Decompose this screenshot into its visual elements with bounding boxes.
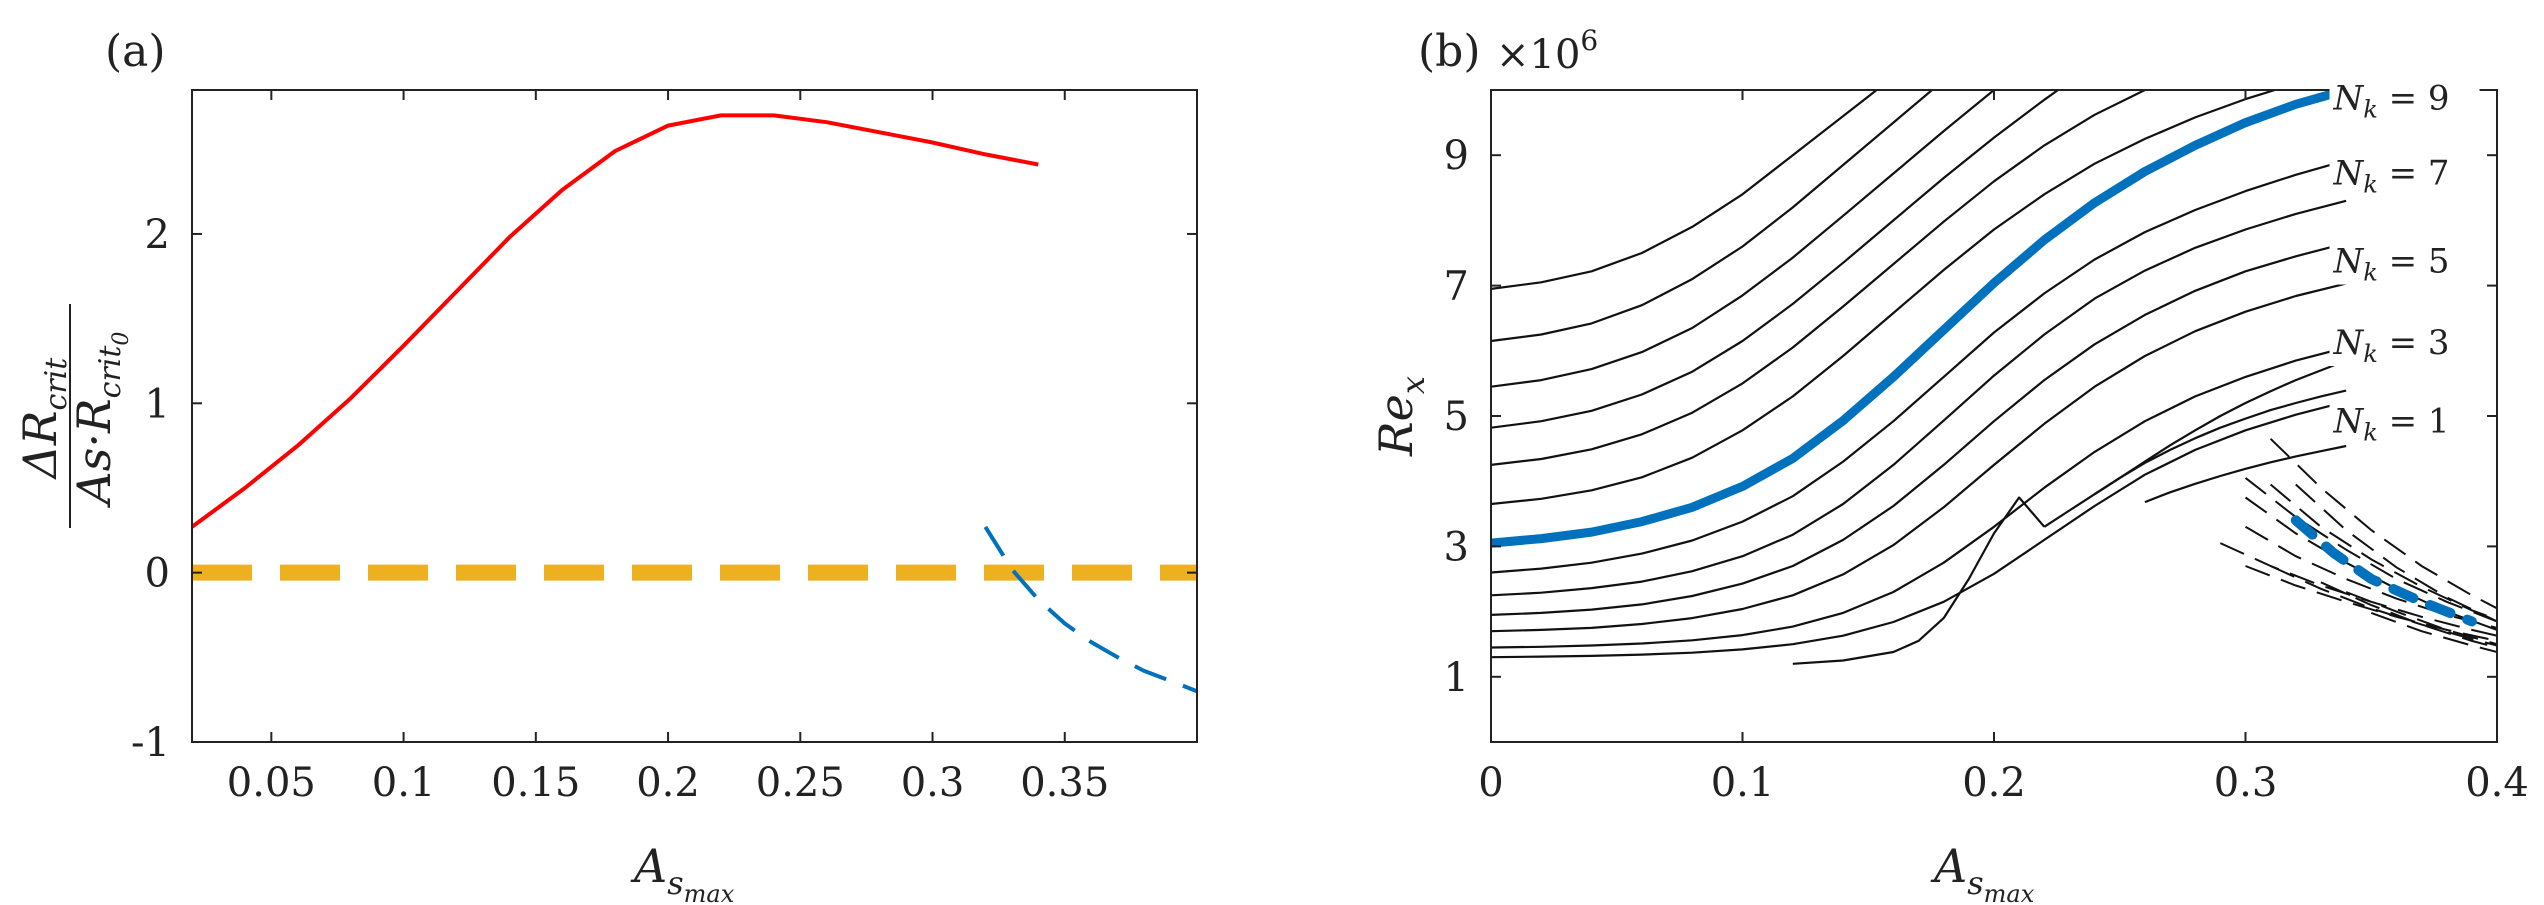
panel-a-ylabel-den-sub: crit xyxy=(93,345,128,399)
panel-a-xlabel-main: A xyxy=(630,839,667,893)
x-tick-label: 0.4 xyxy=(2465,760,2529,806)
blue-dashed-curve xyxy=(2290,515,2477,627)
panel-a-frame xyxy=(191,89,1198,743)
x-tick-label: 0.25 xyxy=(756,760,845,806)
black-solid-curve-9 xyxy=(1491,242,2347,616)
black-solid-curve-14 xyxy=(2094,389,2347,496)
y-tick-label: -1 xyxy=(131,720,170,766)
x-tick-label: 0.2 xyxy=(1962,760,2026,806)
annotation-bg xyxy=(2329,398,2480,445)
panel-a-x-ticks: 0.05 0.1 0.15 0.2 0.25 0.3 0.35 xyxy=(227,90,1109,806)
black-dashed-curve-11 xyxy=(2320,581,2497,649)
black-dashed-curve-1 xyxy=(2269,438,2497,610)
black-solid-curve-10 xyxy=(1491,282,2347,633)
panel-b-ylabel: Rex xyxy=(1369,376,1432,457)
panel-b-ylabel-sub: x xyxy=(1394,376,1432,394)
panel-b-xlabel-main: A xyxy=(1930,839,1967,893)
x-tick-label: 0.2 xyxy=(636,760,700,806)
black-dashed-curve-12 xyxy=(2370,611,2497,653)
panel-b-y-ticks: 1 3 5 7 9 xyxy=(1444,133,2497,701)
panel-a-ylabel-num-sub: crit xyxy=(39,357,74,411)
black-dashed-curve-9 xyxy=(2270,565,2497,647)
black-solid-curve-6 xyxy=(1491,90,2279,506)
panel-a: (a) 0.05 0.1 0.15 0.2 0.25 0.3 0.35 -1 0 1 2 Asma… xyxy=(13,26,1198,905)
series-red-solid xyxy=(190,113,1039,529)
panel-a-xlabel-sub: s xyxy=(667,864,683,902)
x-tick-label: 0.1 xyxy=(372,760,436,806)
panel-a-ylabel-den-main: As·R xyxy=(67,398,121,508)
nk-annotation-3: Nk = 5 xyxy=(2333,242,2450,287)
panel-b-ylabel-main: Re xyxy=(1369,394,1423,457)
annotation-bg xyxy=(2329,320,2480,367)
nk-annotation-1: Nk = 9 xyxy=(2333,79,2450,124)
panel-b-plot-area xyxy=(1491,90,2497,665)
black-solid-curve-4 xyxy=(1491,90,2060,429)
panel-b-multiplier-base: ×10 xyxy=(1496,32,1580,78)
black-dashed-curve-2 xyxy=(2244,477,2497,623)
black-solid-curve-5 xyxy=(1491,90,2148,466)
x-tick-label: 0.05 xyxy=(227,760,316,806)
black-solid-curve-7 xyxy=(1491,159,2347,574)
y-tick-label: 1 xyxy=(1444,655,1469,701)
panel-a-ylabel-denominator: As·Rcrit0 xyxy=(67,332,134,509)
nk-annotation-4: Nk = 3 xyxy=(2333,323,2450,368)
x-tick-label: 0 xyxy=(1478,760,1503,806)
black-solid-curve-11 xyxy=(1491,346,2347,649)
panel-b-annotations: Nk = 9 Nk = 7 Nk = 5 Nk = 3 Nk = 1 xyxy=(2329,75,2480,446)
annotation-bg xyxy=(2329,75,2480,122)
panel-b-xlabel-subsub: max xyxy=(1984,880,2035,905)
y-tick-label: 2 xyxy=(145,212,170,258)
panel-a-y-ticks: -1 0 1 2 xyxy=(131,212,1197,766)
black-solid-curve-3 xyxy=(1491,90,1996,388)
panel-b-multiplier-exp: 6 xyxy=(1580,24,1598,57)
y-tick-label: 5 xyxy=(1444,394,1469,440)
black-dashed-curve-10 xyxy=(2345,591,2497,646)
panel-a-ylabel-den-subsub: 0 xyxy=(109,332,134,346)
annotation-bg xyxy=(2329,238,2480,285)
black-solid-curve-13 xyxy=(1792,496,2046,665)
blue-thick-curve-nk9 xyxy=(1491,90,2351,548)
panel-b-xlabel-sub: s xyxy=(1967,864,1983,902)
annotation-bg xyxy=(2329,150,2480,197)
panel-a-ylabel-num-main: ΔR xyxy=(13,410,67,480)
x-tick-label: 0.3 xyxy=(2214,760,2278,806)
panel-b-x-ticks: 0 0.1 0.2 0.3 0.4 xyxy=(1478,90,2529,806)
black-solid-curve-15 xyxy=(2144,444,2347,504)
black-dashed-curve-8 xyxy=(2245,565,2497,642)
x-tick-label: 0.1 xyxy=(1711,760,1775,806)
panel-a-plot-area xyxy=(190,113,1198,694)
panel-b-label: (b) xyxy=(1418,26,1481,77)
panel-a-y-axis-label: ΔRcrit As·Rcrit0 xyxy=(13,304,134,528)
panel-a-x-axis-label: Asmax xyxy=(630,839,735,905)
x-tick-label: 0.3 xyxy=(901,760,965,806)
panel-b-y-axis-label: Rex xyxy=(1369,376,1432,457)
black-solid-curve-2 xyxy=(1491,90,1934,343)
y-tick-label: 0 xyxy=(145,551,170,597)
x-tick-label: 0.35 xyxy=(1020,760,1109,806)
y-tick-label: 9 xyxy=(1444,133,1469,179)
y-tick-label: 3 xyxy=(1444,524,1469,570)
panel-b-multiplier: ×106 xyxy=(1496,24,1598,78)
black-dashed-curve-5 xyxy=(2295,483,2497,623)
y-tick-label: 7 xyxy=(1444,264,1469,310)
x-tick-label: 0.15 xyxy=(491,760,580,806)
panel-a-xlabel-subsub: max xyxy=(684,880,735,905)
panel-a-label: (a) xyxy=(105,26,166,77)
black-dashed-curve-6 xyxy=(2244,525,2497,629)
nk-annotation-2: Nk = 7 xyxy=(2333,154,2450,199)
series-blue-dashed xyxy=(983,525,1198,694)
black-solid-curve-16 xyxy=(2043,359,2347,528)
nk-annotation-5: Nk = 1 xyxy=(2333,401,2450,446)
black-solid-curve-8 xyxy=(1491,199,2347,597)
black-solid-curve-1 xyxy=(1491,90,1879,290)
panel-b-x-axis-label: Asmax xyxy=(1930,839,2035,905)
panel-a-ylabel-numerator: ΔRcrit xyxy=(13,357,74,481)
black-solid-curve-12 xyxy=(1491,400,2347,659)
y-tick-label: 1 xyxy=(145,381,170,427)
black-dashed-curve-4 xyxy=(2269,483,2497,621)
